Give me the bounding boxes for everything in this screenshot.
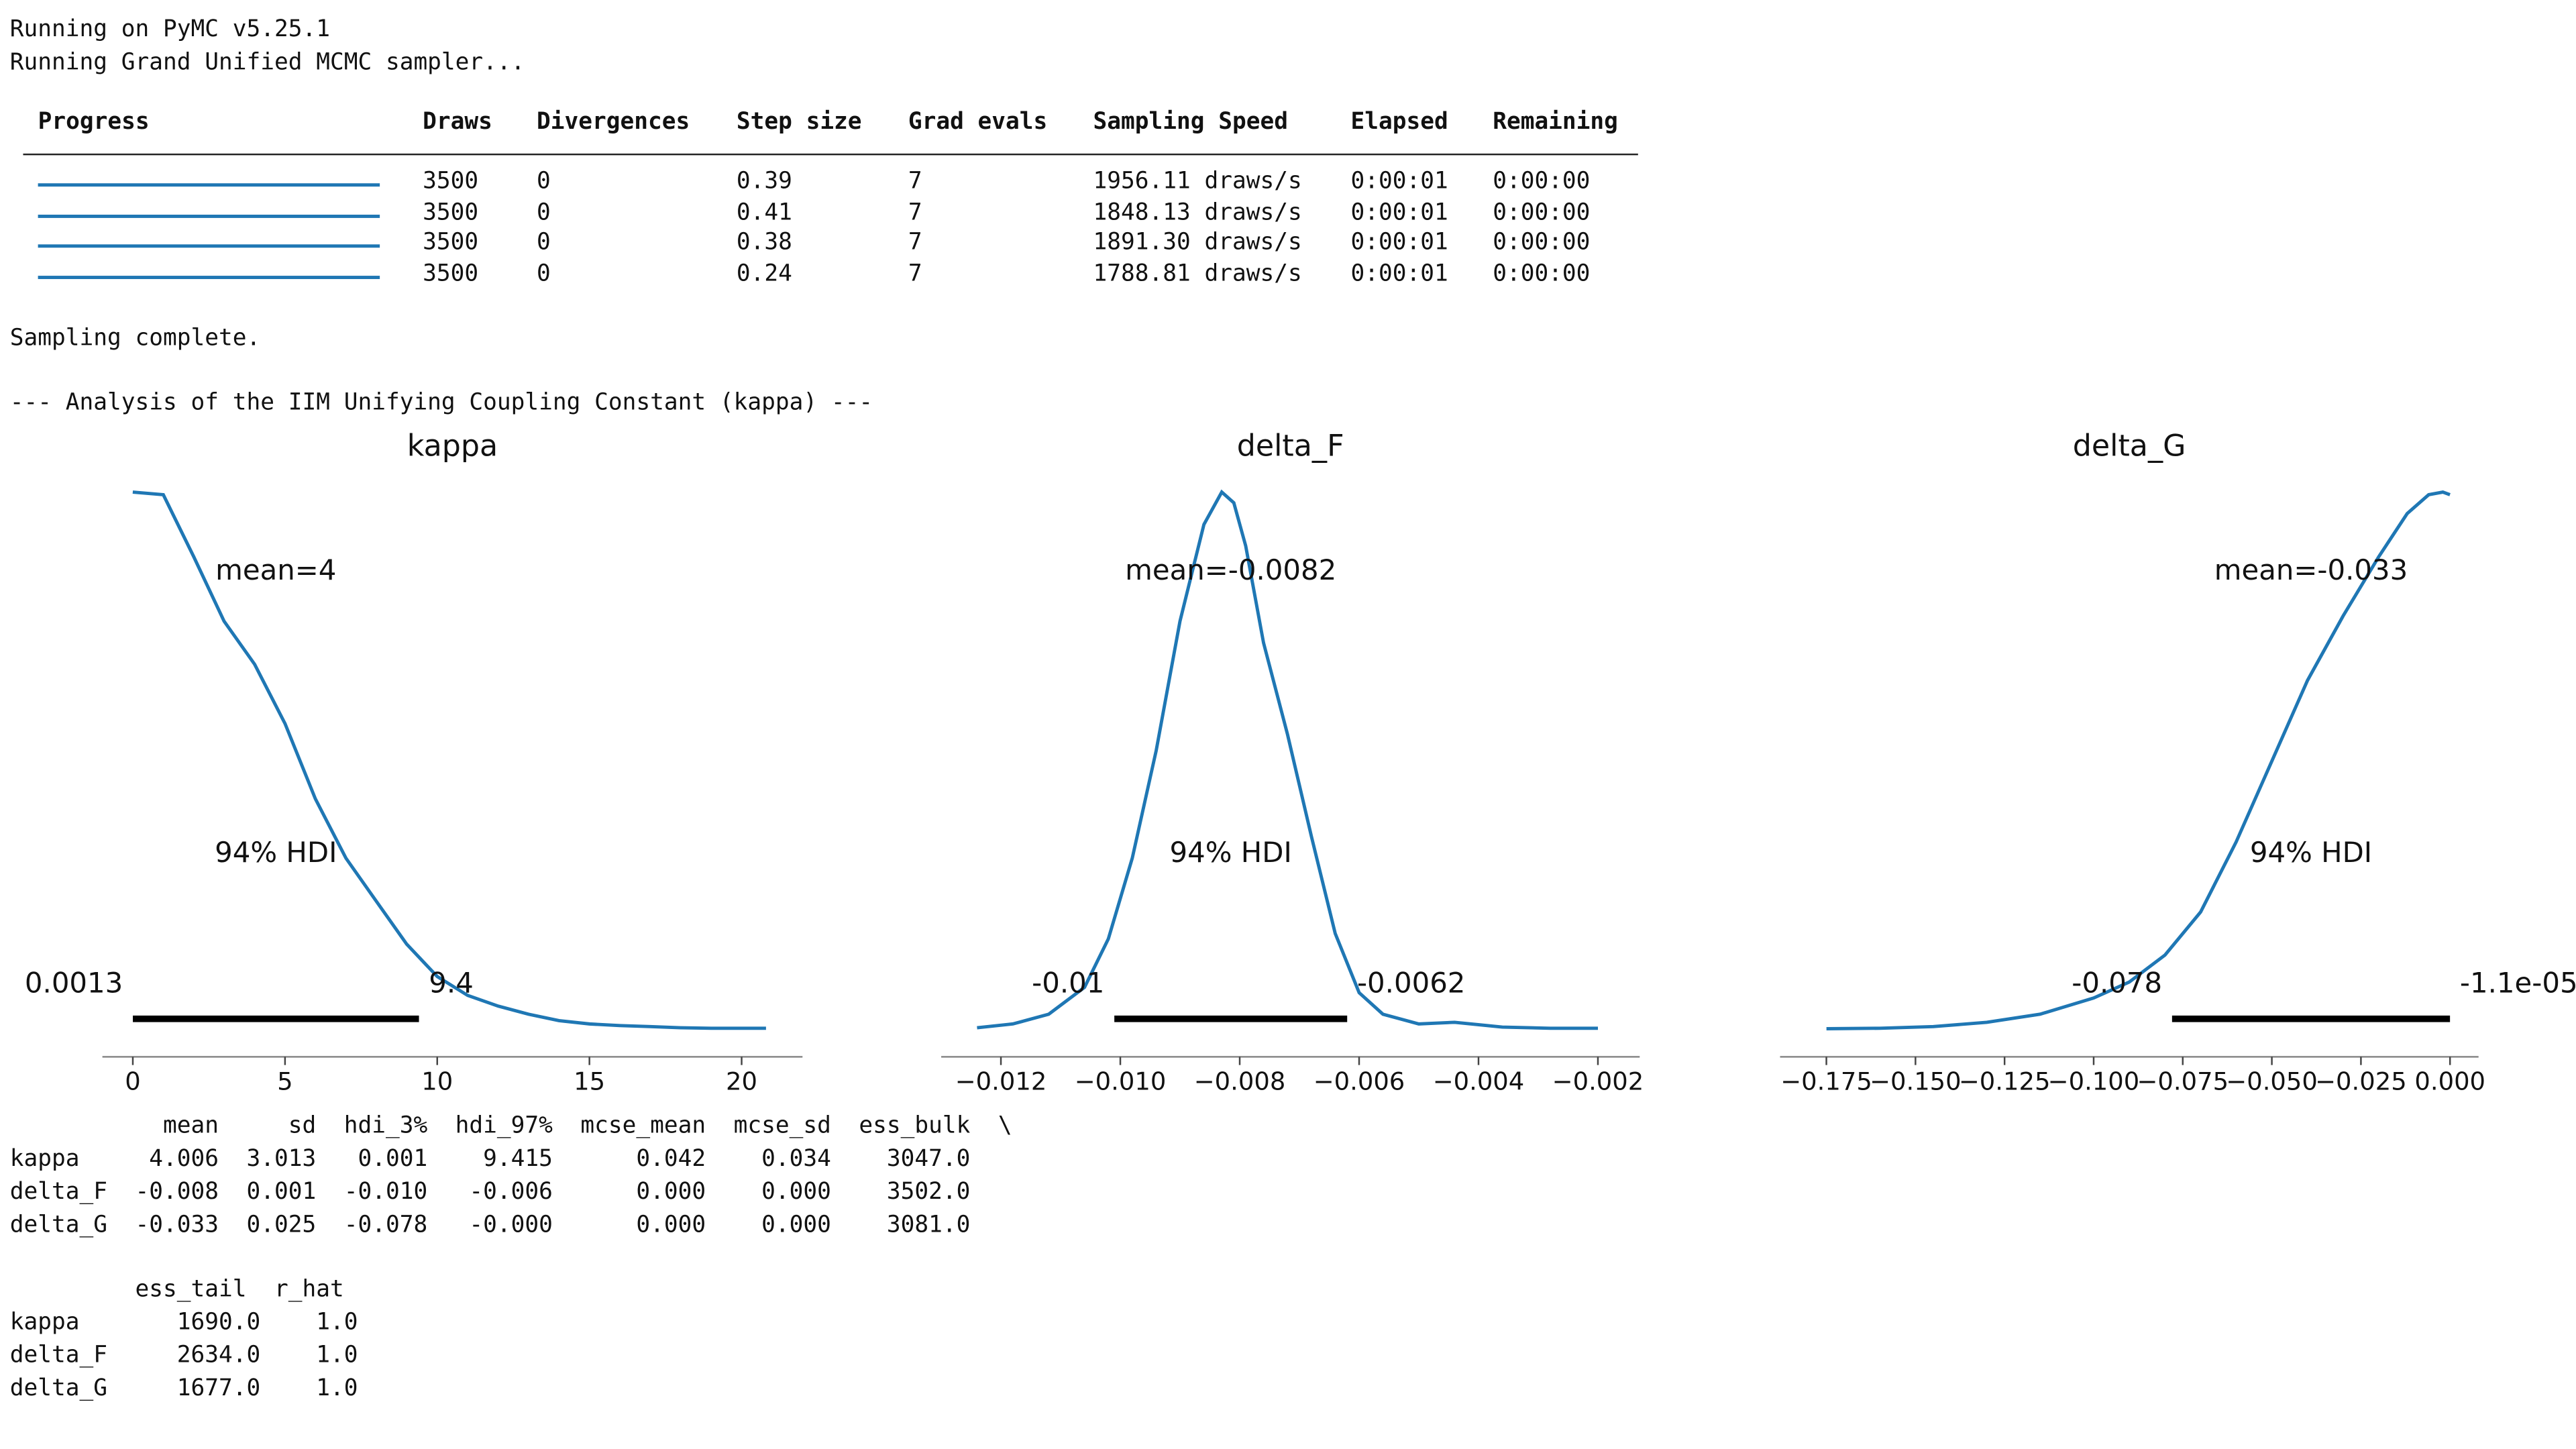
x-tick-label: −0.002 [1552,1067,1644,1096]
x-tick-label: 15 [574,1067,605,1096]
draws-header: Draws [423,109,492,136]
mean-label: mean=-0.0082 [1125,553,1336,586]
progress-cell-step-size: 0.39 [736,168,792,195]
x-tick-label: −0.008 [1194,1067,1286,1096]
progress-cell-grad-evals: 7 [908,260,922,287]
x-tick-label: 5 [277,1067,292,1096]
progress-cell-step-size: 0.38 [736,229,792,256]
progress-cell-speed: 1848.13 draws/s [1093,199,1302,225]
divergences-header: Divergences [536,109,690,136]
plot-title: delta_G [2073,429,2186,463]
summary-row: delta_F 2634.0 1.0 [9,1342,358,1369]
x-tick-label: 0 [125,1067,140,1096]
summary-header-part2: ess_tail r_hat [9,1276,344,1303]
mean-label: mean=-0.033 [2214,553,2408,586]
pymc-version-line: Running on PyMC v5.25.1 [9,16,330,43]
hdi-high-label: -0.0062 [1357,966,1465,999]
progress-cell-draws: 3500 [423,229,479,256]
hdi-label: 94% HDI [215,836,337,869]
grad-evals-header: Grad evals [908,109,1048,136]
plot-title: kappa [407,429,498,463]
summary-row: kappa 4.006 3.013 0.001 9.415 0.042 0.03… [9,1146,971,1173]
summary-row: delta_G 1677.0 1.0 [9,1375,358,1402]
progress-cell-draws: 3500 [423,168,479,195]
x-tick-label: −0.125 [1959,1067,2051,1096]
summary-row: delta_F -0.008 0.001 -0.010 -0.006 0.000… [9,1179,971,1205]
progress-cell-grad-evals: 7 [908,229,922,256]
progress-cell-step-size: 0.41 [736,199,792,225]
progress-cell-speed: 1891.30 draws/s [1093,229,1302,256]
progress-cell-draws: 3500 [423,199,479,225]
x-tick-label: −0.175 [1780,1067,1872,1096]
x-tick-label: −0.012 [955,1067,1047,1096]
summary-header-part1: mean sd hdi_3% hdi_97% mcse_mean mcse_sd… [9,1113,1012,1140]
progress-cell-speed: 1788.81 draws/s [1093,260,1302,287]
progress-cell-elapsed: 0:00:01 [1350,229,1448,256]
analysis-heading: --- Analysis of the IIM Unifying Couplin… [9,389,873,417]
density-curve [132,490,766,1030]
x-tick-label: −0.010 [1075,1067,1167,1096]
hdi-high-label: 9.4 [429,966,474,999]
mean-label: mean=4 [215,553,336,586]
progress-header: Progress [38,109,150,136]
progress-cell-elapsed: 0:00:01 [1350,168,1448,195]
progress-bar [38,183,380,187]
progress-cell-remaining: 0:00:00 [1493,199,1591,225]
progress-bar [38,213,380,217]
progress-cell-divergences: 0 [536,168,551,195]
x-tick-label: −0.150 [1870,1067,1962,1096]
plot-title: delta_F [1237,429,1344,463]
x-tick-label: −0.006 [1313,1067,1405,1096]
x-tick-label: −0.075 [2137,1067,2229,1096]
header-rule [23,153,1638,156]
density-curve [1826,490,2451,1030]
progress-cell-draws: 3500 [423,260,479,287]
progress-cell-elapsed: 0:00:01 [1350,199,1448,225]
x-tick-label: −0.004 [1433,1067,1525,1096]
progress-cell-divergences: 0 [536,199,551,225]
progress-bar [38,274,380,278]
summary-row: kappa 1690.0 1.0 [9,1309,358,1336]
progress-cell-divergences: 0 [536,229,551,256]
progress-cell-remaining: 0:00:00 [1493,260,1591,287]
progress-cell-grad-evals: 7 [908,168,922,195]
progress-cell-speed: 1956.11 draws/s [1093,168,1302,195]
progress-cell-remaining: 0:00:00 [1493,168,1591,195]
hdi-low-label: -0.01 [1032,966,1104,999]
x-tick-label: −0.025 [2315,1067,2407,1096]
hdi-low-label: -0.078 [2072,966,2162,999]
progress-cell-remaining: 0:00:00 [1493,229,1591,256]
progress-cell-elapsed: 0:00:01 [1350,260,1448,287]
hdi-low-label: 0.0013 [25,966,123,999]
posterior-plot: kappa 0.0013 9.4 94% HDI mean=4 0 5 10 15 20 delta… [25,429,2576,1096]
remaining-header: Remaining [1493,109,1618,136]
progress-cell-step-size: 0.24 [736,260,792,287]
step-size-header: Step size [736,109,862,136]
sampling-complete-line: Sampling complete. [9,325,261,352]
x-tick-label: 0.000 [2414,1067,2485,1096]
progress-cell-grad-evals: 7 [908,199,922,225]
hdi-label: 94% HDI [1170,836,1292,869]
elapsed-header: Elapsed [1350,109,1448,136]
x-tick-label: −0.050 [2226,1067,2318,1096]
hdi-high-label: -1.1e-05 [2460,966,2576,999]
sampling-speed-header: Sampling Speed [1093,109,1289,136]
density-curve [977,489,1598,1030]
x-tick-label: 20 [726,1067,757,1096]
summary-row: delta_G -0.033 0.025 -0.078 -0.000 0.000… [9,1212,971,1239]
sampler-start-line: Running Grand Unified MCMC sampler... [9,49,525,76]
x-tick-label: −0.100 [2048,1067,2140,1096]
progress-bar [38,244,380,248]
hdi-label: 94% HDI [2250,836,2372,869]
progress-cell-divergences: 0 [536,260,551,287]
x-tick-label: 10 [421,1067,453,1096]
